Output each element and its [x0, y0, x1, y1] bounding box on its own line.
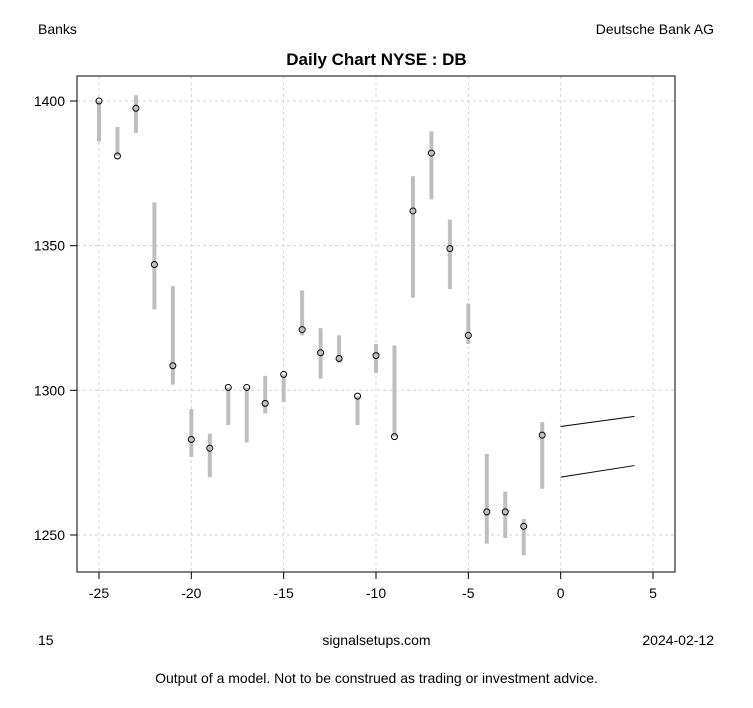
- x-tick-label: -25: [89, 585, 109, 601]
- grid: [77, 76, 675, 572]
- close-point: [446, 245, 454, 253]
- close-point: [132, 104, 140, 112]
- x-tick-label: -15: [274, 585, 294, 601]
- close-point: [206, 444, 214, 452]
- y-tick-label: 1350: [34, 238, 65, 254]
- close-point: [501, 508, 509, 516]
- close-point: [409, 207, 417, 215]
- close-point: [280, 370, 288, 378]
- close-point: [538, 431, 546, 439]
- forecast-line: [560, 415, 635, 427]
- y-tick-label: 1250: [34, 527, 65, 543]
- chart-title: Daily Chart NYSE : DB: [286, 50, 467, 69]
- close-point: [372, 352, 380, 360]
- marks: [95, 95, 635, 556]
- x-tick-label: 0: [557, 585, 565, 601]
- close-point: [243, 383, 251, 391]
- disclaimer: Output of a model. Not to be construed a…: [155, 670, 598, 686]
- close-point: [520, 522, 528, 530]
- close-point: [335, 355, 343, 363]
- close-point: [150, 260, 158, 268]
- close-point: [95, 97, 103, 105]
- x-tick-label: -5: [462, 585, 475, 601]
- x-tick-label: -10: [366, 585, 386, 601]
- x-tick-label: 5: [649, 585, 657, 601]
- footer-date-label: 2024-02-12: [642, 632, 714, 648]
- close-point: [427, 149, 435, 157]
- close-point: [113, 152, 121, 160]
- close-point: [187, 436, 195, 444]
- forecast-line: [560, 465, 635, 478]
- footer-left-label: 15: [38, 632, 54, 648]
- axes: -25 -20 -15 -10 -5 0 5 1250 1300 1350 1400: [34, 93, 657, 601]
- close-point: [317, 349, 325, 357]
- close-point: [464, 331, 472, 339]
- y-tick-label: 1300: [34, 382, 65, 398]
- close-point: [261, 399, 269, 407]
- close-point: [390, 433, 398, 441]
- close-point: [354, 392, 362, 400]
- header-right-label: Deutsche Bank AG: [595, 21, 714, 37]
- footer-site-label: signalsetups.com: [322, 632, 431, 648]
- header-left-label: Banks: [38, 21, 77, 37]
- x-tick-label: -20: [181, 585, 201, 601]
- close-point: [169, 362, 177, 370]
- close-point: [224, 383, 232, 391]
- close-point: [483, 508, 491, 516]
- close-point: [298, 326, 306, 334]
- y-tick-label: 1400: [34, 93, 65, 109]
